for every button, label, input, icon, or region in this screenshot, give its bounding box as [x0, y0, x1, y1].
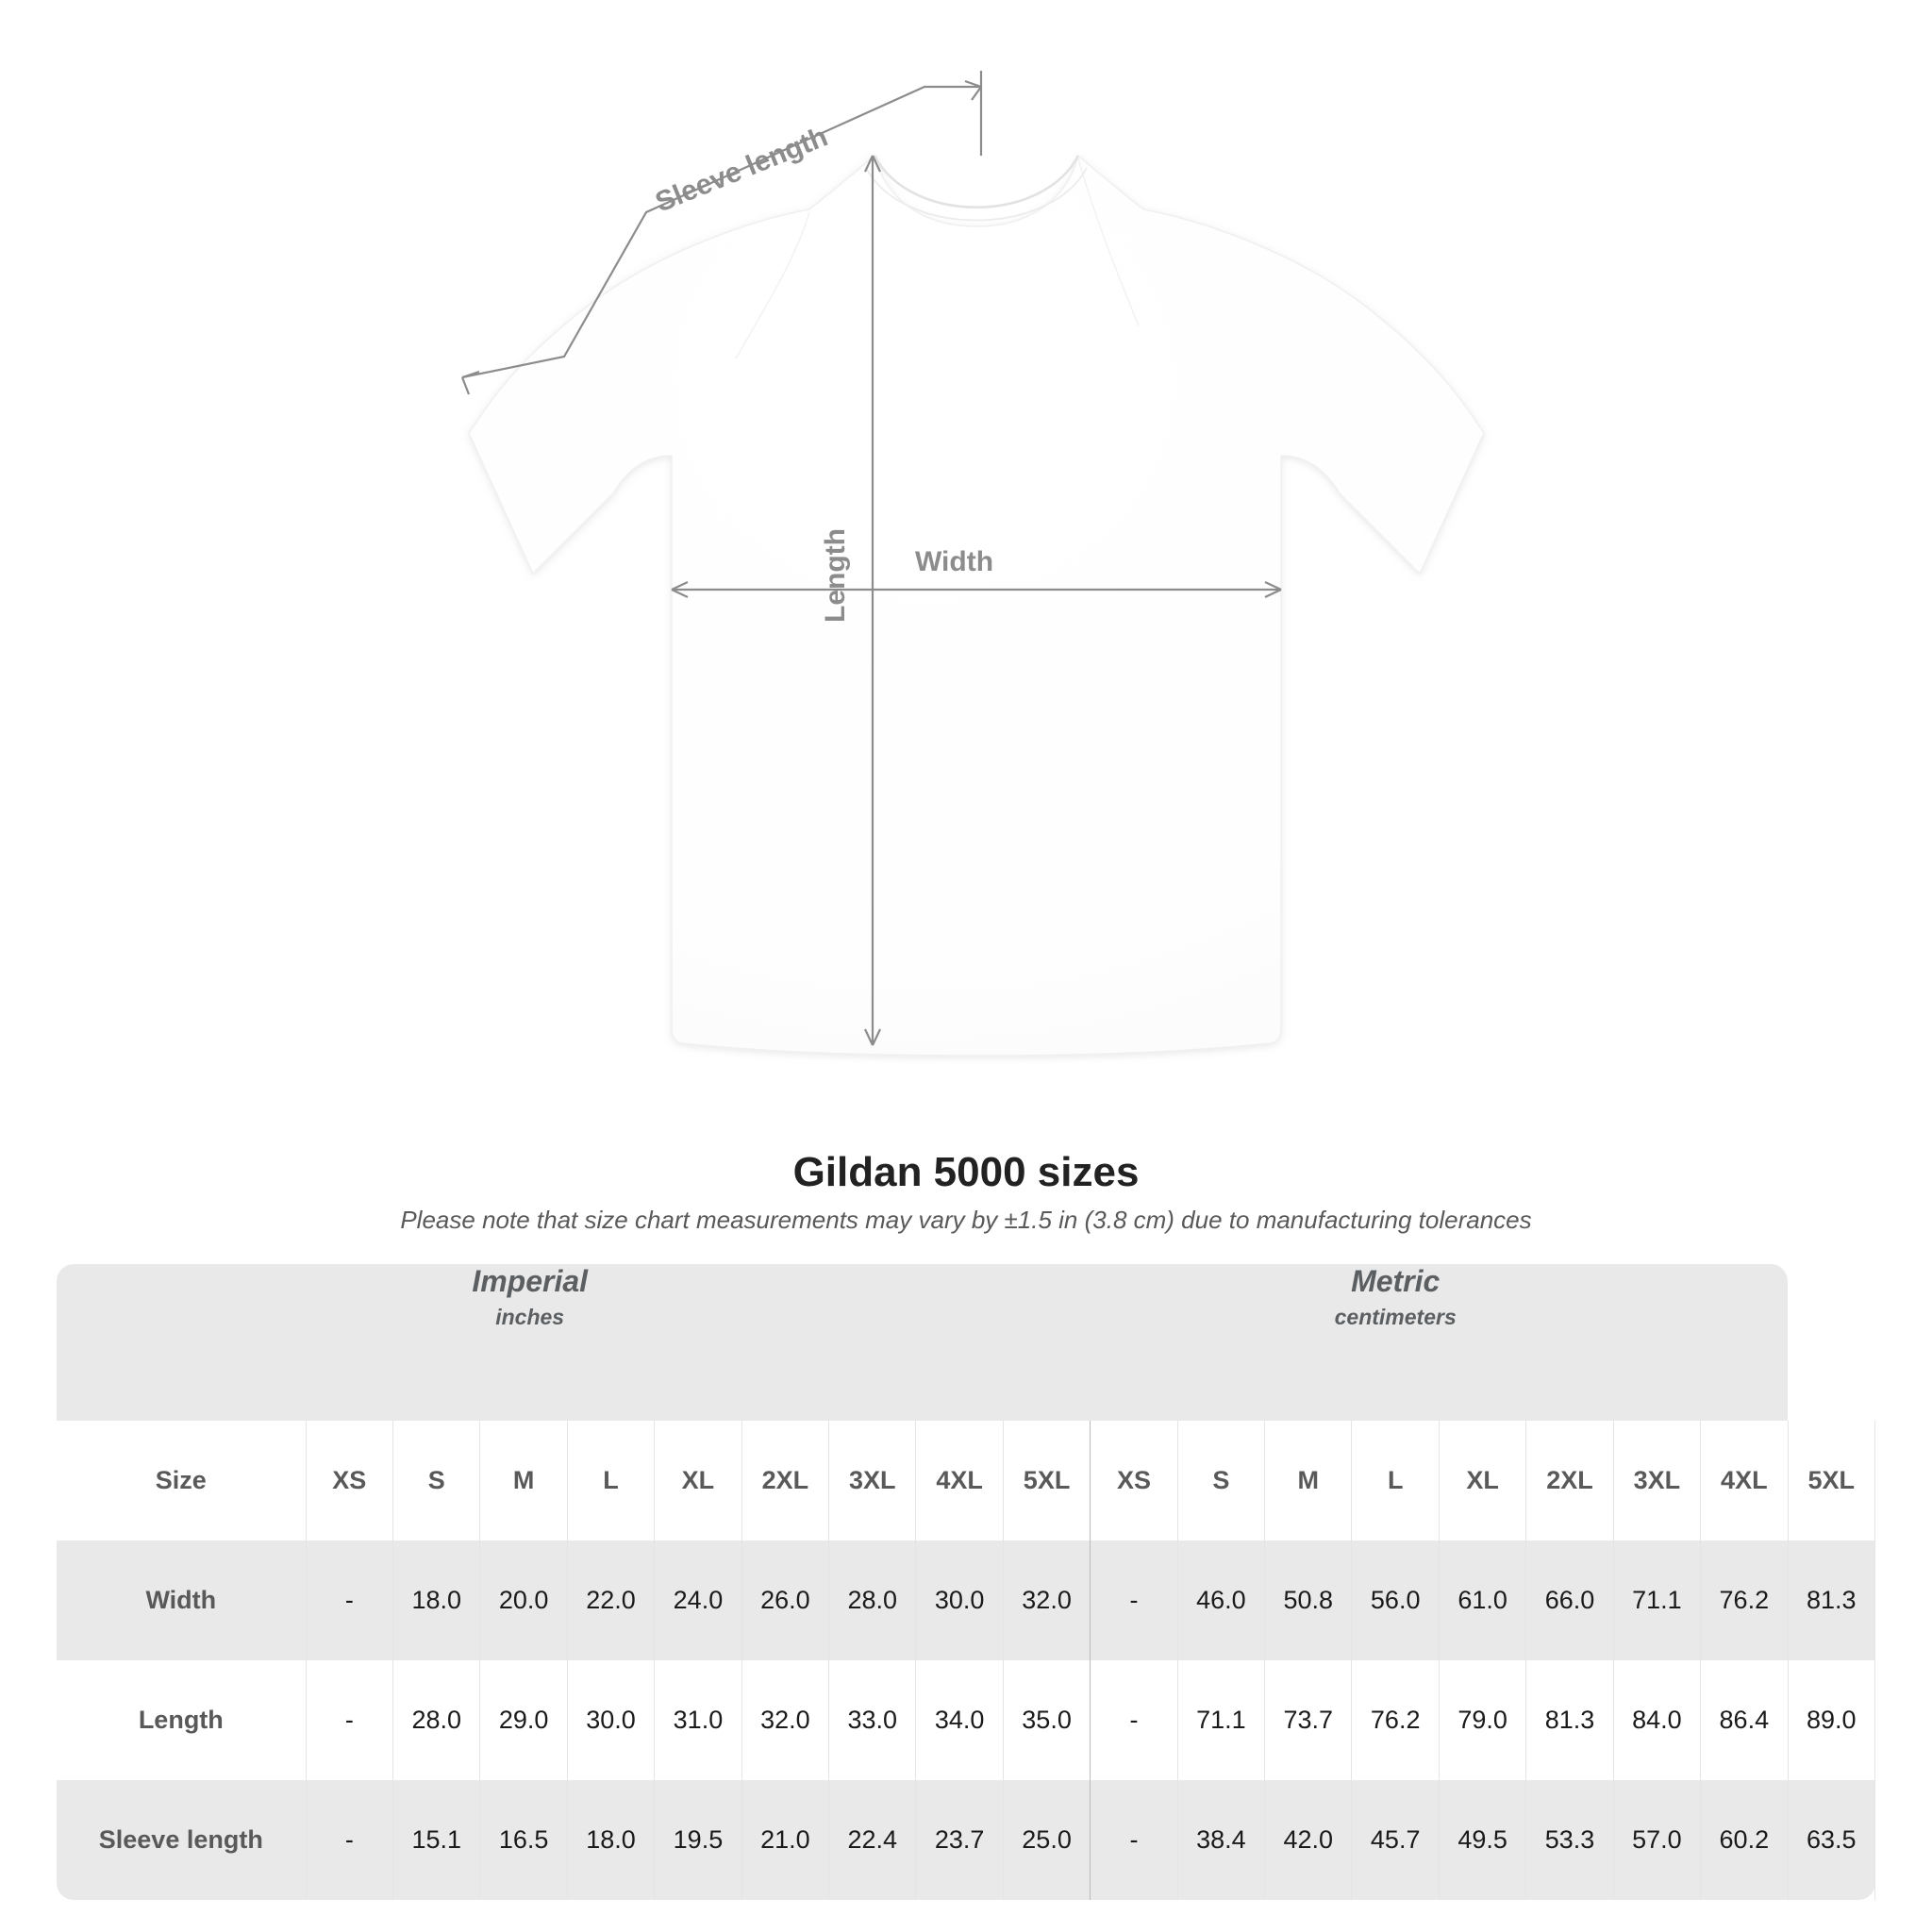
svg-text:Length: Length: [820, 528, 851, 623]
svg-text:Sleeve length: Sleeve length: [651, 121, 832, 218]
svg-text:Width: Width: [915, 546, 993, 577]
